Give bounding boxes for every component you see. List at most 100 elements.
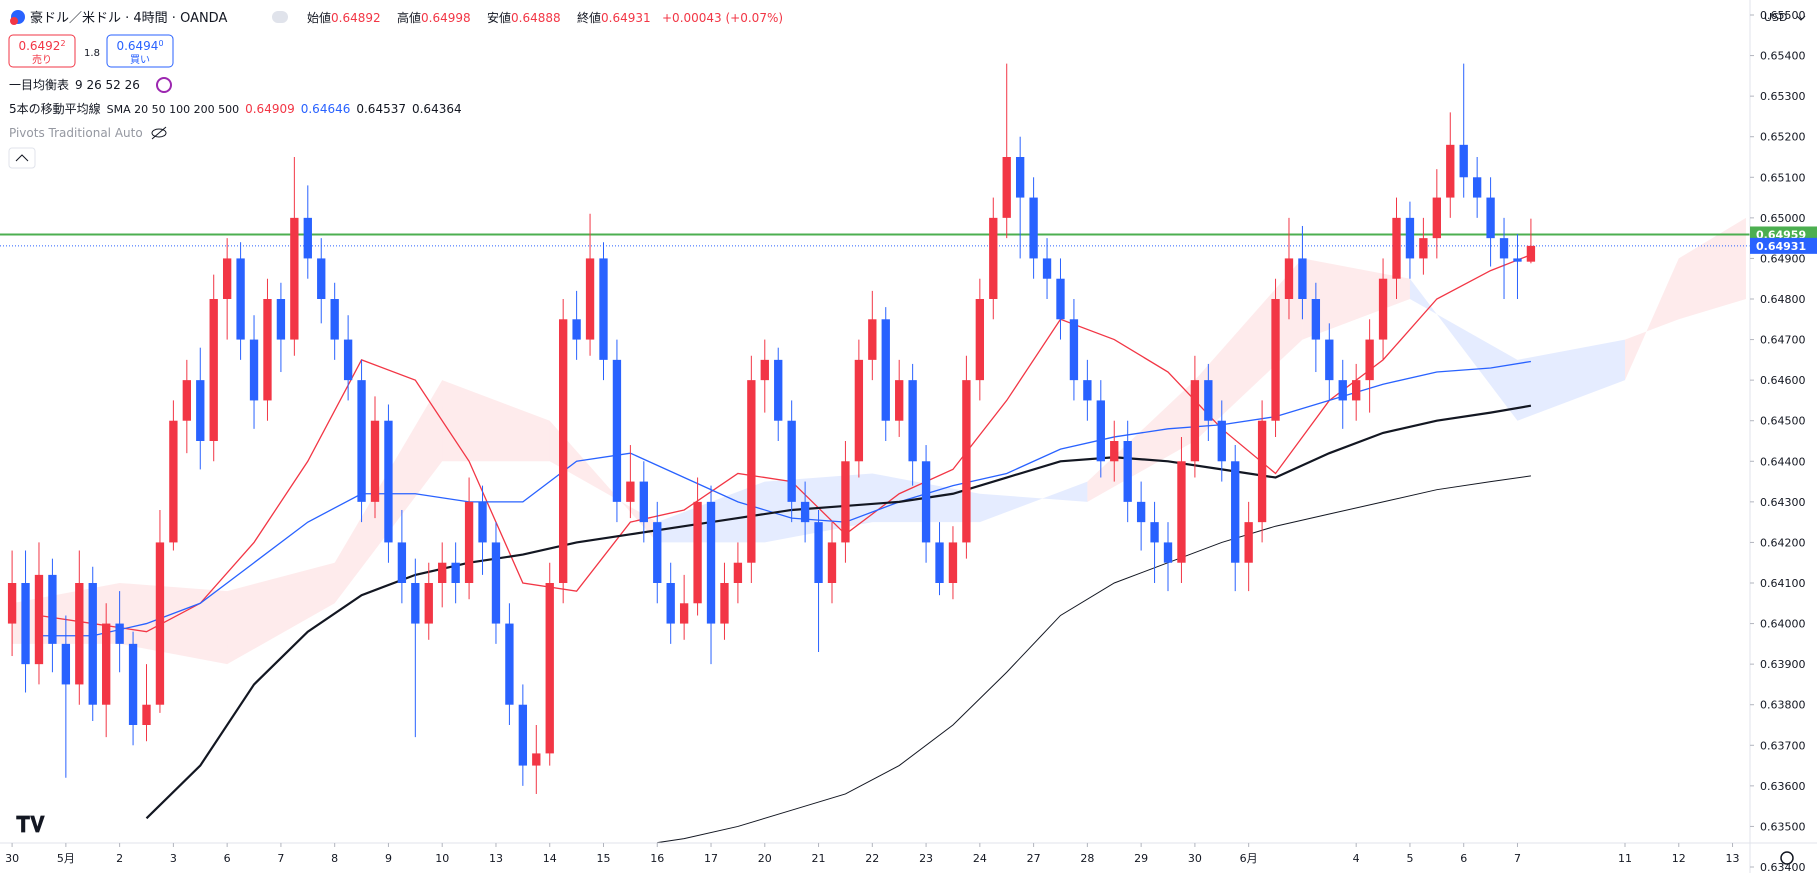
candle-body (599, 258, 608, 360)
y-tick-label: 0.65100 (1760, 171, 1806, 184)
cloud-segment (1625, 258, 1679, 381)
candle-body (343, 339, 353, 381)
axes: 0.63400 0.63500 0.63600 0.63700 0.63800 0.639… (5, 9, 1817, 874)
candle-body (263, 299, 272, 401)
plot-area (0, 63, 1750, 843)
candle-body (559, 319, 568, 583)
candle-body (438, 562, 447, 583)
candle-body (774, 359, 783, 421)
x-tick-label: 5月 (57, 852, 75, 865)
candle-body (1432, 197, 1441, 239)
ohlc-value: 0.64998 (421, 11, 471, 25)
candle-body (505, 623, 514, 705)
cloud-segment (979, 481, 1088, 523)
y-tick-label: 0.65500 (1760, 9, 1806, 22)
candle-body (975, 299, 985, 381)
symbol-icon (10, 17, 18, 25)
candle-body (1069, 319, 1079, 381)
visibility-icon[interactable] (151, 128, 167, 138)
ohlc-label: 始値 (307, 10, 331, 25)
candle-body (720, 583, 729, 624)
x-tick-label: 13 (1726, 852, 1740, 865)
x-tick-label: 10 (435, 852, 449, 865)
candle-body (814, 522, 823, 583)
y-tick-label: 0.64500 (1760, 415, 1806, 428)
x-tick-label: 27 (1027, 852, 1041, 865)
candle-body (1472, 177, 1482, 198)
chevron (15, 154, 29, 162)
ohlc-change: +0.00043 (+0.07%) (662, 11, 783, 25)
candle-body (1405, 217, 1415, 259)
candle-body (1110, 441, 1119, 462)
candle-body (75, 583, 84, 685)
cloud-segment (1409, 278, 1518, 421)
ichimoku-icon[interactable] (156, 77, 172, 93)
candle-body (989, 217, 998, 299)
x-tick-label: 4 (1353, 852, 1360, 865)
x-tick-label: 12 (1672, 852, 1686, 865)
candle-body (908, 380, 917, 462)
candle-body (357, 380, 366, 502)
y-tick-label: 0.65400 (1760, 50, 1806, 63)
y-tick-label: 0.63400 (1760, 861, 1806, 873)
candle-body (1136, 501, 1146, 523)
y-tick-label: 0.63700 (1760, 739, 1806, 752)
buy-button[interactable] (106, 34, 174, 68)
ichimoku-label[interactable]: 一目均衡表 9 26 52 26 (9, 78, 140, 92)
settings-icon[interactable] (1780, 851, 1794, 865)
candle-body (142, 704, 151, 725)
x-tick-label: 30 (5, 852, 19, 865)
candle-body (1365, 339, 1374, 381)
candle-body (787, 420, 796, 502)
collapse-legend-button[interactable] (8, 147, 36, 169)
candle-body (572, 319, 581, 340)
candle-body (1257, 420, 1267, 523)
candle-body (209, 299, 218, 441)
cloud-segment (227, 562, 335, 665)
candle-body (290, 217, 299, 340)
candle-body (7, 583, 17, 624)
candle-body (1298, 258, 1307, 299)
candle-body (21, 583, 30, 665)
candle-body (612, 359, 622, 502)
candle-body (34, 574, 44, 665)
candle-body (1419, 238, 1428, 259)
candle-body (1378, 278, 1388, 340)
ohlc-value: 0.64892 (331, 11, 381, 25)
candle-body (1244, 522, 1253, 563)
currency[interactable]: USD (1764, 11, 1788, 24)
candle-body (962, 380, 971, 543)
cloud-segment (1517, 339, 1625, 421)
candle-body (397, 542, 407, 583)
candle-body (88, 583, 97, 705)
y-tick-label: 0.63800 (1760, 699, 1806, 712)
candle-body (1486, 197, 1495, 239)
sell-price: 0.64922 (18, 39, 65, 53)
y-tick-label: 0.64200 (1760, 536, 1806, 549)
candle-body (317, 258, 326, 299)
candle-body (1392, 217, 1401, 279)
candle-body (1459, 144, 1468, 178)
candle-body (921, 461, 931, 543)
logo[interactable]: 𝐓𝐕 (16, 813, 45, 838)
candle-body (1204, 380, 1213, 421)
x-tick-label: 15 (596, 852, 610, 865)
ma-value: 0.64909 (245, 102, 295, 116)
ohlc-item: 始値0.64892 (307, 10, 381, 25)
x-tick-label: 24 (973, 852, 987, 865)
x-tick-label: 29 (1134, 852, 1148, 865)
ma-legend[interactable]: 5本の移動平均線 SMA 20 50 100 200 500 0.64909 0.64… (9, 101, 462, 116)
symbol-title[interactable]: 豪ドル／米ドル · 4時間 · OANDA (30, 10, 227, 26)
y-tick-label: 0.65200 (1760, 131, 1806, 144)
y-tick-label: 0.64000 (1760, 618, 1806, 631)
candle-body (585, 258, 595, 340)
collapse-button[interactable] (272, 11, 288, 23)
pivots-label[interactable]: Pivots Traditional Auto (9, 126, 143, 140)
candle-body (868, 319, 877, 360)
candle-body (330, 299, 339, 340)
x-tick-label: 14 (543, 852, 557, 865)
price-tag-label: 0.64931 (1756, 240, 1806, 253)
y-tick-label: 0.64800 (1760, 293, 1806, 306)
sell-button[interactable] (8, 34, 76, 68)
